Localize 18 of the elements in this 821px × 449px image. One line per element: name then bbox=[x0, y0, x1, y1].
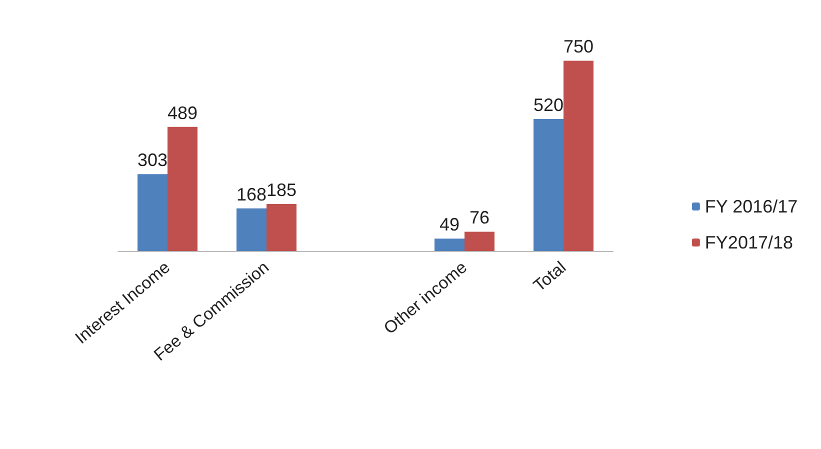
data-label: 489 bbox=[167, 102, 198, 123]
bar bbox=[434, 238, 464, 251]
bar bbox=[464, 232, 494, 251]
bar bbox=[138, 174, 168, 251]
bar bbox=[266, 204, 296, 251]
data-label: 750 bbox=[563, 36, 594, 57]
data-label: 49 bbox=[439, 214, 460, 235]
legend-label: FY 2016/17 bbox=[704, 196, 798, 216]
bar bbox=[534, 119, 564, 251]
data-label: 168 bbox=[236, 184, 267, 204]
data-label: 303 bbox=[137, 150, 168, 170]
bar bbox=[168, 126, 198, 251]
bar bbox=[236, 208, 266, 251]
data-label: 76 bbox=[469, 208, 490, 228]
data-label: 185 bbox=[266, 180, 297, 200]
data-label: 520 bbox=[533, 95, 564, 116]
legend-label: FY2017/18 bbox=[704, 232, 794, 252]
bar bbox=[564, 60, 594, 251]
